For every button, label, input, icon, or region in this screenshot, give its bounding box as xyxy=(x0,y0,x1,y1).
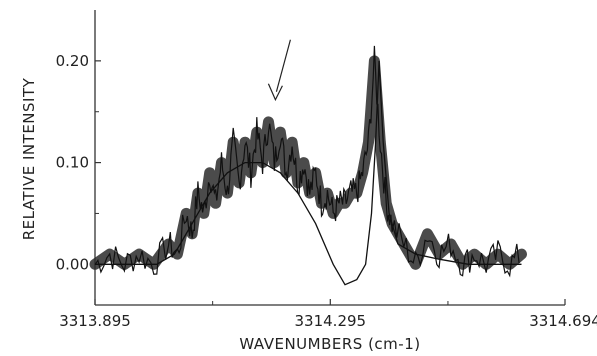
y-tick-label: 0.20 xyxy=(56,52,89,70)
fitted-curve xyxy=(95,60,522,286)
x-tick-label: 3314.295 xyxy=(295,312,367,330)
x-tick-label: 3313.895 xyxy=(59,312,131,330)
arrow-shaft xyxy=(275,39,291,92)
series-group xyxy=(89,45,527,286)
y-tick-label: 0.10 xyxy=(56,154,89,172)
arrow-head xyxy=(267,83,283,102)
x-tick-label: 3314.694 xyxy=(529,312,597,330)
observed-spectrum-band xyxy=(89,55,527,270)
ticks: 0.00 0.10 0.20 3313.895 3314.295 3314.694 xyxy=(56,52,597,330)
y-tick-label: 0.00 xyxy=(56,255,89,273)
x-axis-title: WAVENUMBERS (cm-1) xyxy=(239,335,420,353)
y-axis-title: RELATIVE INTENSITY xyxy=(20,77,38,240)
observed-spectrum-noise xyxy=(94,45,520,278)
annotations xyxy=(267,39,291,102)
